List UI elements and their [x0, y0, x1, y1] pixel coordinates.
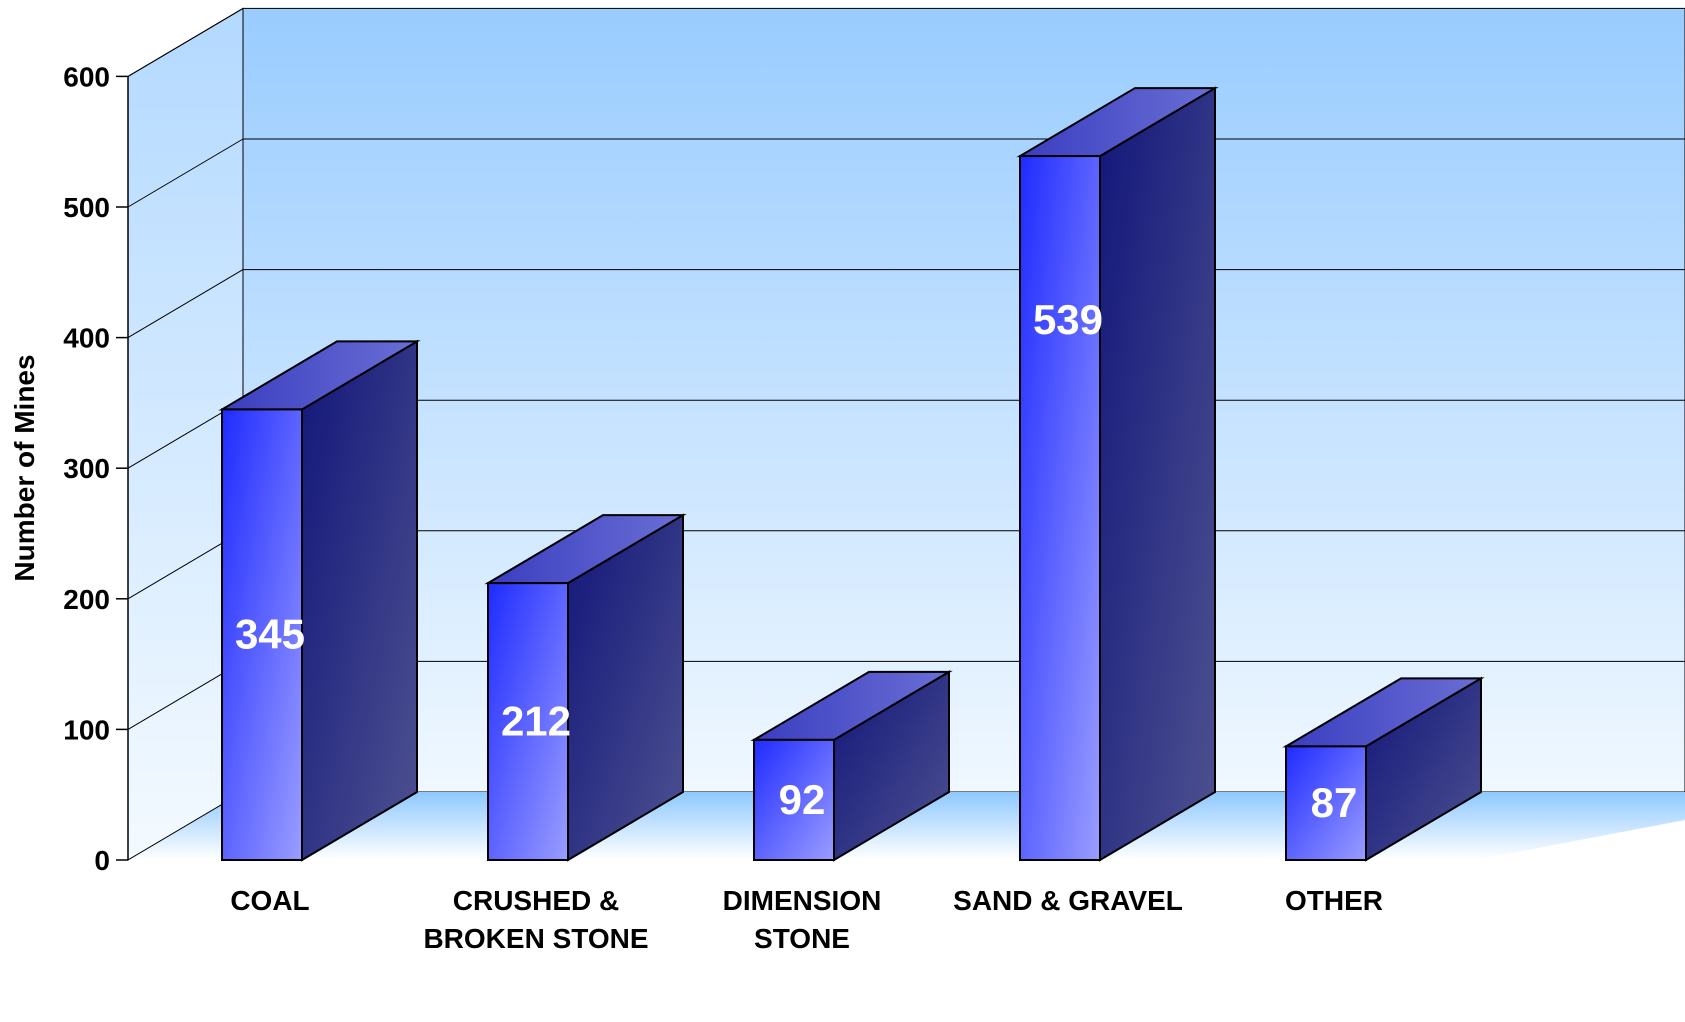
x-category-label: CRUSHED & [453, 885, 619, 916]
bars: 345 212 92 539 87 [218, 86, 1485, 862]
bar-side-face [1099, 86, 1216, 862]
bar-front-face [1285, 745, 1367, 861]
bar-value-label: 345 [235, 611, 305, 658]
bar: 92 [750, 670, 953, 862]
y-tick-label: 500 [63, 192, 110, 223]
y-tick-label: 100 [63, 714, 110, 745]
bar-front-face [1019, 155, 1101, 862]
bar-value-label: 92 [779, 776, 826, 823]
y-tick-label: 200 [63, 584, 110, 615]
gridline-diagonal [127, 269, 244, 339]
x-category-label: COAL [230, 885, 309, 916]
x-category-label: DIMENSION [723, 885, 882, 916]
bar-value-label: 539 [1033, 296, 1103, 343]
x-category-label: STONE [754, 923, 850, 954]
y-axis-title: Number of Mines [9, 354, 40, 581]
y-tick-label: 0 [94, 845, 110, 876]
bar-value-label: 212 [501, 698, 571, 745]
bar-front-face [221, 408, 303, 861]
x-category-label: BROKEN STONE [423, 923, 648, 954]
y-tick-label: 300 [63, 453, 110, 484]
y-tick-label: 400 [63, 323, 110, 354]
x-category-label: SAND & GRAVEL [953, 885, 1183, 916]
x-axis-labels: COAL CRUSHED & BROKEN STONE DIMENSION STONE S… [230, 885, 1383, 954]
x-category-label: OTHER [1285, 885, 1383, 916]
y-tick-label: 600 [63, 61, 110, 92]
bar-value-label: 87 [1311, 779, 1358, 826]
bar-front-face [753, 738, 835, 862]
bar-side-face [301, 339, 418, 862]
bar: 212 [484, 513, 687, 862]
bar: 87 [1282, 676, 1485, 862]
gridline-diagonal [127, 138, 244, 208]
y-axis: 0 100 200 300 400 500 600 [63, 61, 129, 876]
bar-front-face [487, 582, 569, 861]
gridline-diagonal [127, 7, 244, 77]
bar: 345 [218, 339, 421, 862]
bar: 539 [1016, 86, 1219, 862]
